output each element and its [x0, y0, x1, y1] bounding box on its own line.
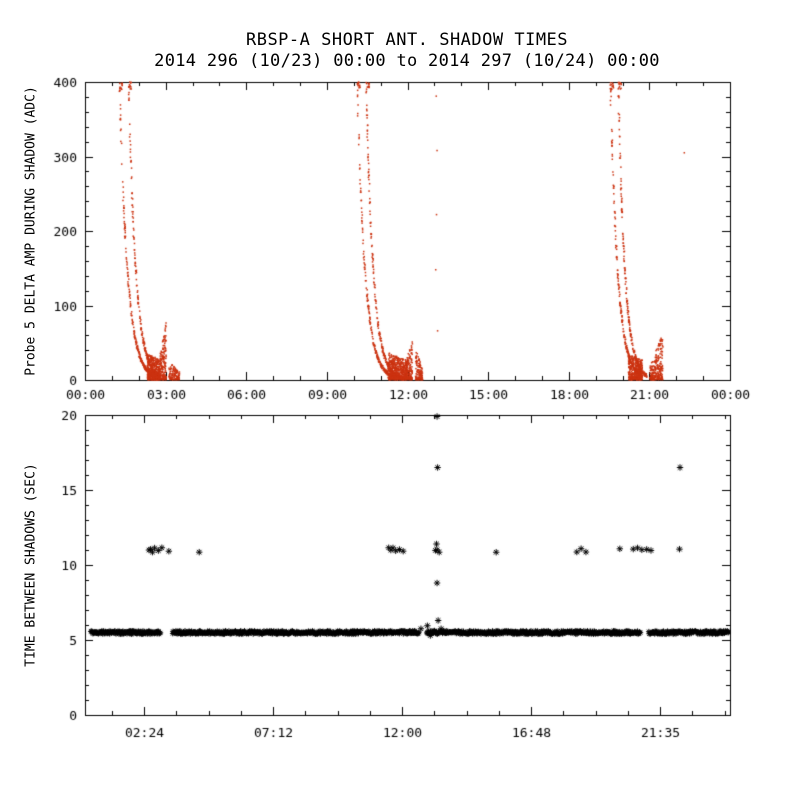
chart-title: RBSP-A SHORT ANT. SHADOW TIMES [245, 30, 569, 50]
top-y-axis-label: Probe 5 DELTA AMP DURING SHADOW (ADC) [23, 86, 39, 376]
chart-subtitle: 2014 296 (10/23) 00:00 to 2014 297 (10/2… [154, 51, 660, 71]
bottom-y-axis-label: TIME BETWEEN SHADOWS (SEC) [23, 463, 39, 667]
